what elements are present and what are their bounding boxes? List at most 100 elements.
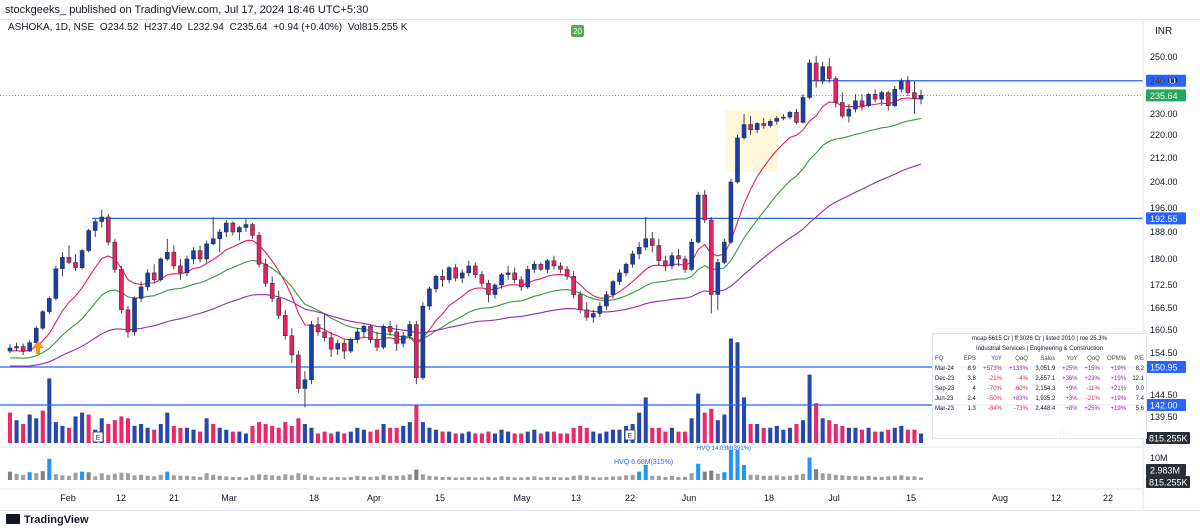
lower-volume-bar [47, 458, 52, 480]
publisher-text: stockgeeks_ published on TradingView.com… [5, 4, 369, 16]
candle-body [7, 347, 13, 352]
volume-bar [519, 433, 524, 443]
time-tick-label: 12 [116, 493, 126, 503]
volume-bar [715, 420, 720, 443]
volume-bar [171, 425, 176, 443]
table-column-header: EPS [963, 356, 976, 362]
candle-body [532, 263, 537, 270]
volume-bar [53, 422, 58, 443]
lower-volume-bar [440, 476, 445, 480]
table-column-header: P/E [1134, 356, 1144, 362]
candle-body [564, 269, 570, 277]
volume-bar [230, 431, 235, 443]
lower-volume-bar [394, 475, 399, 480]
lower-volume-bar [787, 475, 792, 480]
candle-body [237, 227, 242, 233]
table-column-header: YoY [991, 356, 1002, 362]
volume-bar [807, 374, 812, 443]
lower-volume-bar [912, 476, 917, 480]
time-tick-label: Apr [367, 493, 381, 503]
lower-volume-bar [728, 450, 733, 480]
time-tick-label: Jun [682, 493, 697, 503]
lower-volume-bar [60, 475, 65, 480]
volume-bar [604, 431, 609, 443]
table-row: Mar-23 1.3 -84% -73% 2,448.4 +8% +25% +19% 5.6 [933, 404, 1146, 414]
table-cell: +19% [1110, 406, 1127, 412]
candle-body [414, 324, 419, 378]
volume-bar [112, 420, 117, 443]
tradingview-logo[interactable]: TradingView [6, 514, 89, 526]
table-cell: +83% [1012, 396, 1028, 402]
volume-bar [296, 418, 301, 443]
volume-bar [152, 429, 157, 443]
last-price-label: 235.64 [1150, 91, 1178, 101]
volume-bar [80, 412, 85, 443]
volume-bar [414, 405, 419, 443]
table-cell: Mar-23 [935, 406, 955, 412]
volume-bar [800, 420, 806, 443]
candle-body [899, 80, 904, 90]
table-cell: Jun-23 [935, 396, 954, 402]
candle-body [289, 335, 295, 356]
volume-bar [735, 342, 740, 443]
lower-volume-bar [846, 475, 851, 480]
candle-body [492, 284, 498, 295]
lower-volume-bar [381, 474, 386, 480]
lower-volume-bar [696, 463, 701, 480]
volume-bars [7, 338, 924, 443]
volume-bar [499, 429, 504, 443]
volume-bar [139, 424, 144, 443]
lower-volume-bar [853, 475, 858, 480]
price-tick-label: 172.50 [1150, 280, 1178, 290]
candle-body [184, 258, 190, 274]
time-tick-label: 15 [435, 493, 445, 503]
candle-body [761, 123, 766, 126]
time-tick-label: Feb [60, 493, 76, 503]
volume-bar [905, 429, 910, 443]
lower-volume-bar [899, 475, 904, 480]
candle-body [178, 265, 183, 274]
volume-bar [407, 422, 412, 443]
candle-body [892, 89, 898, 106]
candle-body [604, 294, 609, 307]
candle-body [256, 235, 262, 265]
candle-body [787, 112, 793, 118]
candle-body [558, 265, 563, 270]
candle-body [551, 260, 557, 267]
lower-volume-bar [479, 477, 484, 480]
volume-bar [918, 433, 924, 443]
volume-bar [538, 433, 543, 443]
candle-body [420, 305, 426, 378]
currency-label[interactable]: INR [1155, 26, 1173, 37]
candle-body [846, 108, 852, 117]
candle-body [518, 279, 524, 288]
lower-volume-bar [34, 473, 39, 480]
candle-body [210, 238, 216, 245]
volume-bar [892, 427, 897, 443]
candle-body [368, 326, 373, 340]
price-chart[interactable]: 240.11 192.55 150.95 142.00 235.64 815.255K 1… [0, 0, 1200, 510]
candle-body [73, 262, 78, 268]
volume-bar [545, 431, 550, 443]
table-cell: 7.4 [1135, 396, 1144, 402]
table-cell: +133% [1009, 366, 1028, 372]
table-cell: 2,657.1 [1035, 376, 1056, 382]
lower-volume-bar [152, 476, 157, 480]
candle-body [328, 337, 334, 350]
candle-body [623, 263, 629, 274]
lower-volume-bar [250, 475, 255, 480]
lower-volume-bar [918, 477, 924, 480]
candle-body [577, 294, 583, 311]
price-tick-label: 204.00 [1150, 177, 1178, 187]
open-value: O234.52 [99, 22, 139, 33]
price-tick-label: 230.00 [1150, 109, 1178, 119]
lower-volume-bar [361, 476, 366, 480]
lower-volume-bar [859, 476, 865, 480]
lower-volume-bar [204, 473, 209, 480]
candle-body [99, 216, 105, 222]
symbol-label[interactable]: ASHOKA, 1D, NSE [8, 22, 95, 33]
table-cell: -70% [987, 386, 1002, 392]
candle-body [433, 276, 439, 290]
candle-body [374, 339, 380, 348]
up-arrow-icon [32, 341, 44, 354]
